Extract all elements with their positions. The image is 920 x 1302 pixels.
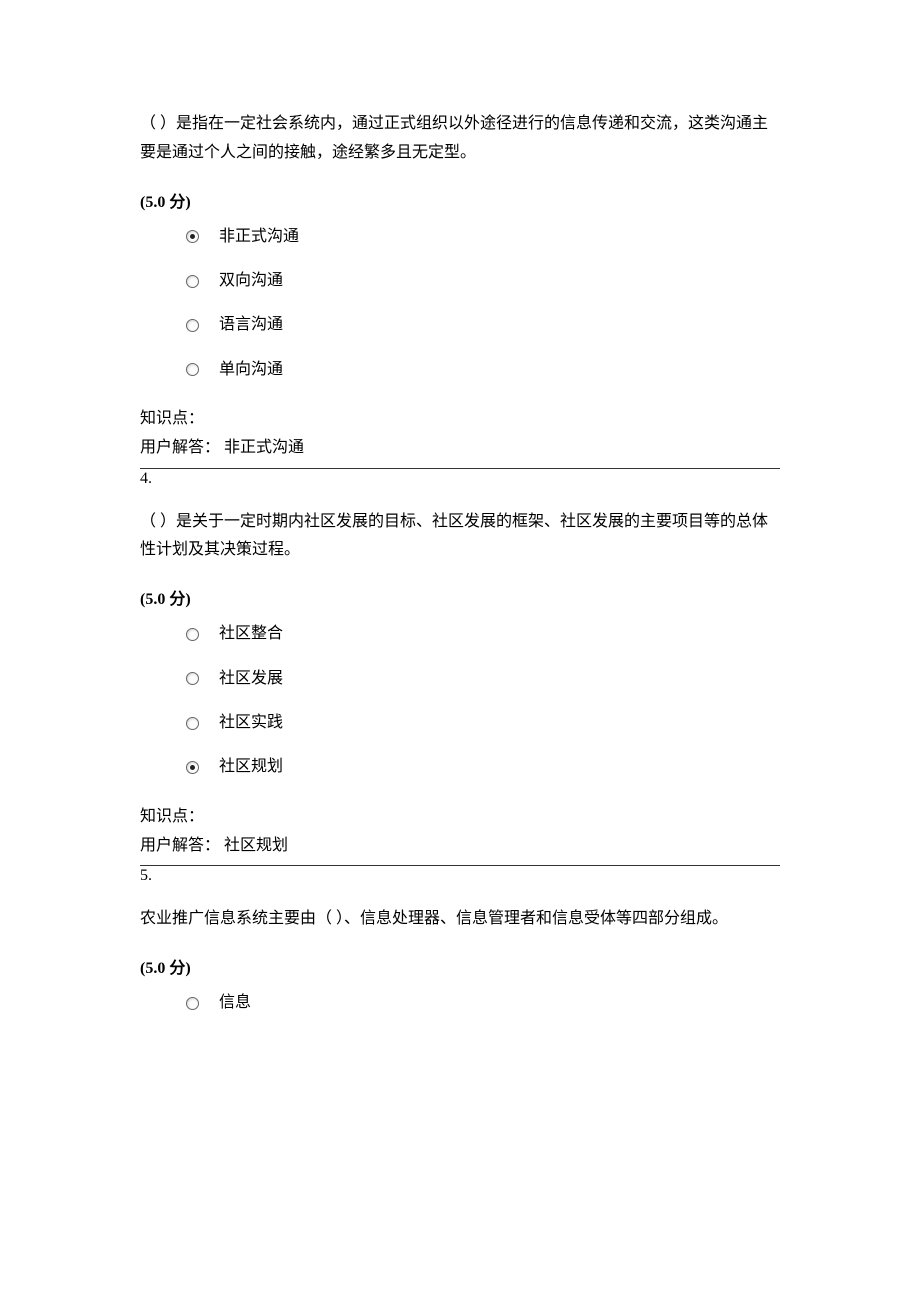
option-row[interactable]: 双向沟通 [186, 270, 780, 292]
question-text: 农业推广信息系统主要由（ ）、信息处理器、信息管理者和信息受体等四部分组成。 [140, 905, 780, 934]
option-list: 社区整合 社区发展 社区实践 社区规划 [140, 623, 780, 779]
option-row[interactable]: 单向沟通 [186, 359, 780, 381]
question-block-5: 5. 农业推广信息系统主要由（ ）、信息处理器、信息管理者和信息受体等四部分组成… [140, 867, 780, 1014]
question-points: (5.0 分) [140, 585, 780, 609]
user-answer-label: 用户解答： [140, 837, 224, 854]
user-answer-value: 社区规划 [224, 837, 288, 854]
question-text: （ ）是关于一定时期内社区发展的目标、社区发展的框架、社区发展的主要项目等的总体… [140, 508, 780, 566]
option-label: 非正式沟通 [219, 226, 299, 248]
knowledge-point: 知识点： [140, 405, 780, 432]
radio-icon[interactable] [186, 672, 199, 685]
radio-selected-icon[interactable] [186, 230, 199, 243]
question-text: （ ）是指在一定社会系统内，通过正式组织以外途径进行的信息传递和交流，这类沟通主… [140, 110, 780, 168]
option-row[interactable]: 社区规划 [186, 756, 780, 778]
divider [140, 468, 780, 469]
question-points: (5.0 分) [140, 954, 780, 978]
option-label: 社区整合 [219, 623, 283, 645]
option-label: 社区规划 [219, 756, 283, 778]
option-label: 社区实践 [219, 712, 283, 734]
option-label: 信息 [219, 992, 251, 1014]
option-row[interactable]: 社区实践 [186, 712, 780, 734]
user-answer: 用户解答： 社区规划 [140, 832, 780, 859]
radio-icon[interactable] [186, 628, 199, 641]
radio-icon[interactable] [186, 363, 199, 376]
option-label: 双向沟通 [219, 270, 283, 292]
option-label: 单向沟通 [219, 359, 283, 381]
option-row[interactable]: 社区整合 [186, 623, 780, 645]
question-block-4: 4. （ ）是关于一定时期内社区发展的目标、社区发展的框架、社区发展的主要项目等… [140, 470, 780, 860]
radio-icon[interactable] [186, 319, 199, 332]
option-row[interactable]: 社区发展 [186, 668, 780, 690]
document-page: （ ）是指在一定社会系统内，通过正式组织以外途径进行的信息传递和交流，这类沟通主… [0, 0, 920, 1302]
option-row[interactable]: 语言沟通 [186, 314, 780, 336]
radio-icon[interactable] [186, 997, 199, 1010]
option-list: 信息 [140, 992, 780, 1014]
question-number: 4. [140, 470, 780, 488]
user-answer-label: 用户解答： [140, 439, 224, 456]
option-label: 社区发展 [219, 668, 283, 690]
option-list: 非正式沟通 双向沟通 语言沟通 单向沟通 [140, 226, 780, 382]
divider [140, 865, 780, 866]
option-row[interactable]: 信息 [186, 992, 780, 1014]
radio-selected-icon[interactable] [186, 761, 199, 774]
user-answer-value: 非正式沟通 [224, 439, 304, 456]
question-number: 5. [140, 867, 780, 885]
knowledge-point: 知识点： [140, 803, 780, 830]
option-row[interactable]: 非正式沟通 [186, 226, 780, 248]
question-block-3: （ ）是指在一定社会系统内，通过正式组织以外途径进行的信息传递和交流，这类沟通主… [140, 110, 780, 462]
radio-icon[interactable] [186, 717, 199, 730]
option-label: 语言沟通 [219, 314, 283, 336]
radio-icon[interactable] [186, 275, 199, 288]
user-answer: 用户解答： 非正式沟通 [140, 434, 780, 461]
question-points: (5.0 分) [140, 188, 780, 212]
